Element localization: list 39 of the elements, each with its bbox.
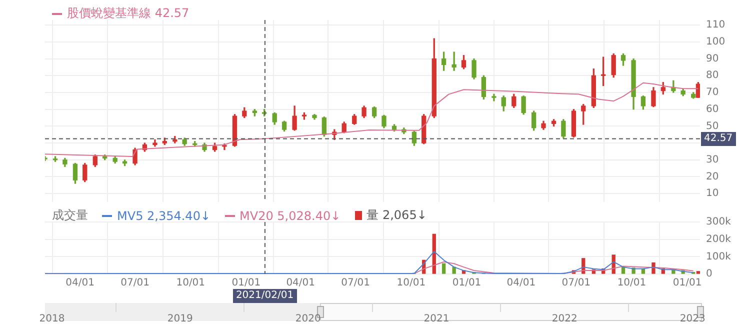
x2-tick-label: 2023 [680,314,706,325]
ref-line-label: 2021/02/01 [232,289,297,303]
y-tick-label: 100 [706,36,726,48]
x2-tick-label: 2022 [552,314,578,325]
y-tick-label: 300k [706,216,732,228]
y-tick-label: 10 [706,188,719,200]
x-tick-label: 01/01 [672,278,702,289]
y-tick-label: 200k [706,234,732,245]
y-tick-label: 110 [706,20,726,31]
y-tick-label: 100k [706,251,732,262]
y-tick-label: 60 [706,104,719,115]
y-tick-label: 90 [706,53,719,64]
x2-tick-label: 2018 [39,314,65,325]
x-tick-label: 01/01 [452,278,482,289]
x-tick-label: 07/01 [341,278,370,289]
legend-label: 股價蛻變基準線 42.57 [67,5,190,22]
x-tick-label: 10/01 [617,278,646,289]
ref-line-label: 42.57 [701,132,736,146]
legend-label: MV20 5,028.40↓ [240,208,341,222]
y-tick-label: 50 [706,120,719,132]
x-tick-label: 07/01 [120,278,150,289]
y-tick-label: 0 [706,268,712,280]
x-tick-label: 04/01 [286,278,316,289]
x-tick-label: 07/01 [562,278,591,289]
y-tick-label: 80 [706,70,719,82]
legend-label: MV5 2,354.40↓ [117,208,211,222]
x-tick-label: 10/01 [396,278,426,289]
legend-label: 量 2,065↓ [366,207,427,224]
x2-tick-label: 2020 [295,314,321,325]
x-tick-label: 04/01 [66,278,94,289]
x-tick-label: 04/01 [506,278,536,289]
y-tick-label: 20 [706,171,719,182]
x2-tick-label: 2021 [424,314,450,325]
x-tick-label: 01/01 [232,278,261,289]
x-tick-label: 10/01 [176,278,206,289]
x2-tick-label: 2019 [167,314,193,325]
y-tick-label: 30 [706,154,719,166]
y-tick-label: 70 [706,87,719,98]
chart-title: 成交量 [52,207,88,224]
